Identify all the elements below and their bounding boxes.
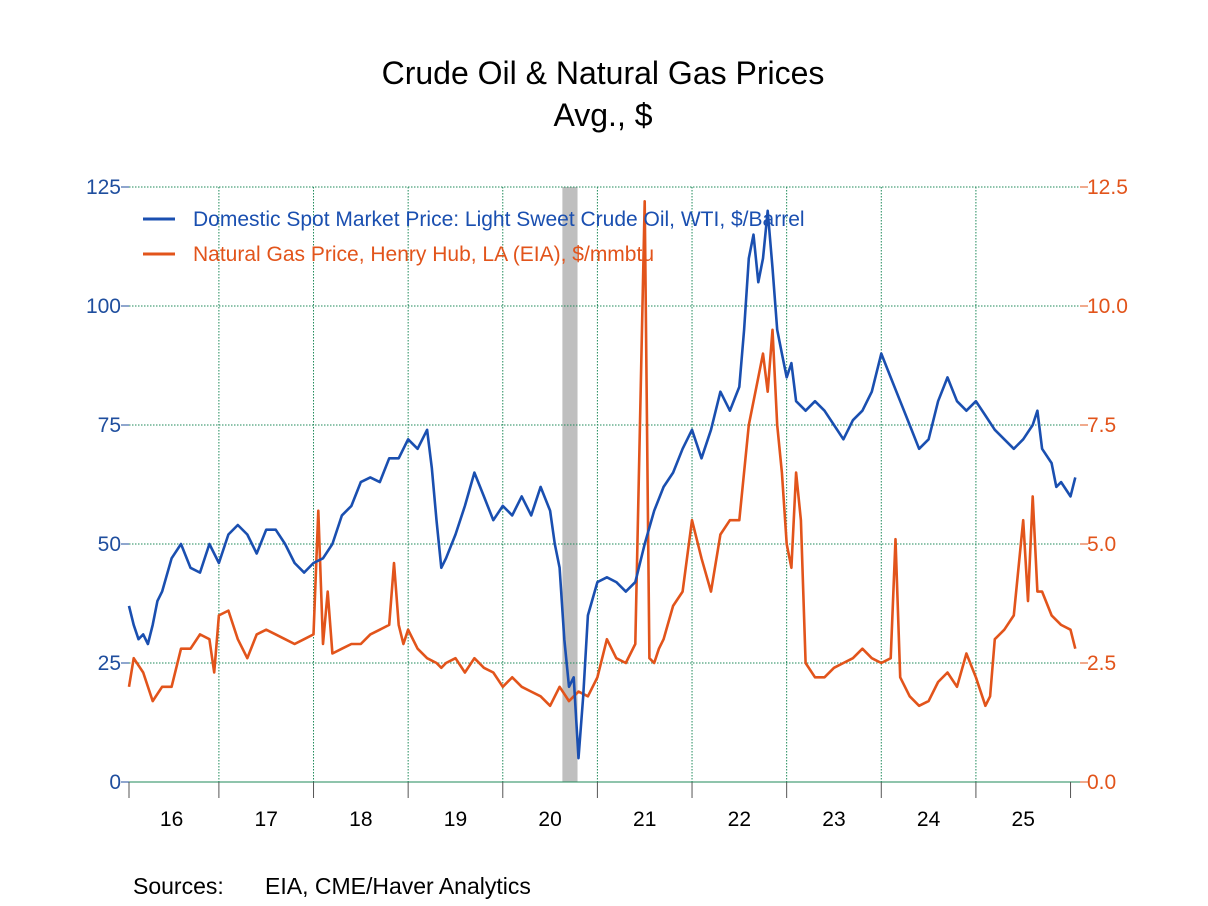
y-left-tick-label: 75 [98,414,121,437]
series-line-gas [127,200,1077,708]
y-left-tick-label: 0 [109,771,121,794]
x-tick-label: 22 [728,808,751,831]
x-tick-label: 20 [538,808,561,831]
x-tick-label: 18 [349,808,372,831]
y-left-tick-label: 50 [98,533,121,556]
source-label: Sources: [133,873,224,899]
y-left-tick-label: 100 [86,295,121,318]
x-tick-label: 17 [255,808,278,831]
source-text: EIA, CME/Haver Analytics [265,873,531,899]
x-tick-label: 21 [633,808,656,831]
y-right-tick-label: 2.5 [1087,652,1116,675]
series-line-oil [127,209,1077,760]
y-right-tick-label: 10.0 [1087,295,1128,318]
y-right-tick-label: 7.5 [1087,414,1116,437]
x-tick-label: 23 [822,808,845,831]
x-tick-label: 24 [917,808,941,831]
y-right-tick-label: 5.0 [1087,533,1116,556]
recession-band [562,187,578,782]
legend-label-oil: Domestic Spot Market Price: Light Sweet … [193,208,805,231]
y-right-tick-label: 0.0 [1087,771,1116,794]
legend-label-gas: Natural Gas Price, Henry Hub, LA (EIA), … [193,243,654,266]
x-tick-label: 19 [444,808,467,831]
y-right-tick-label: 12.5 [1087,176,1128,199]
chart-subtitle: Avg., $ [553,97,652,133]
legend: Domestic Spot Market Price: Light Sweet … [143,208,805,266]
x-tick-label: 25 [1012,808,1035,831]
chart-title: Crude Oil & Natural Gas Prices [382,55,825,91]
y-left-tick-label: 125 [86,176,121,199]
y-left-tick-label: 25 [98,652,121,675]
x-tick-label: 16 [160,808,183,831]
